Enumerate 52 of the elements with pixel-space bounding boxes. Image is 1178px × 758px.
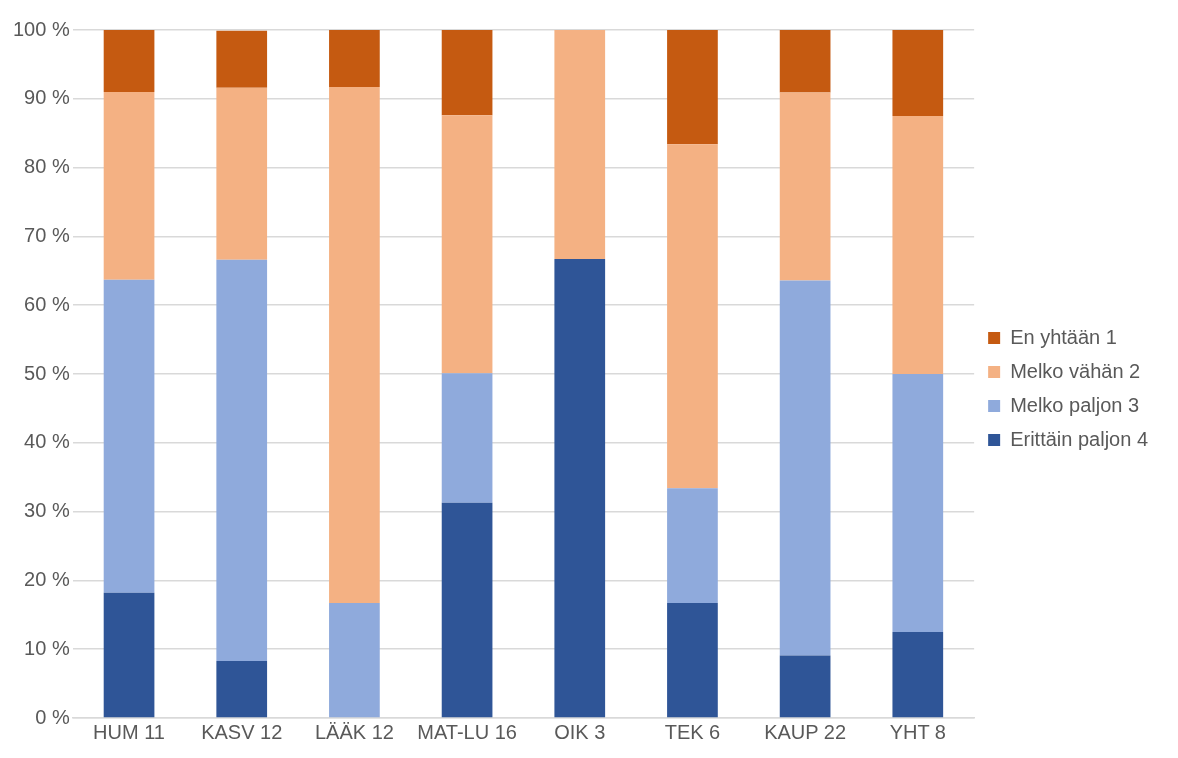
x-tick-label: KASV 12 bbox=[201, 720, 283, 743]
y-tick-label: 80 % bbox=[24, 155, 70, 178]
bar bbox=[779, 92, 831, 281]
x-tick-label: LÄÄK 12 bbox=[314, 720, 394, 743]
bar bbox=[441, 30, 493, 116]
legend-label: Erittäin paljon 4 bbox=[1010, 427, 1149, 450]
x-tick-label: YHT 8 bbox=[889, 720, 946, 743]
x-tick-label: TEK 6 bbox=[664, 720, 721, 743]
y-tick-label: 50 % bbox=[24, 361, 70, 384]
x-tick-label: HUM 11 bbox=[93, 720, 165, 743]
bar bbox=[892, 30, 944, 116]
bar bbox=[441, 115, 493, 374]
x-tick-label: KAUP 22 bbox=[764, 720, 847, 743]
bar bbox=[667, 603, 718, 718]
bar bbox=[667, 30, 718, 145]
bar bbox=[554, 30, 606, 260]
bar bbox=[103, 592, 155, 718]
bar bbox=[103, 279, 155, 593]
bar bbox=[329, 30, 380, 88]
bar bbox=[216, 259, 268, 661]
bar bbox=[329, 87, 380, 604]
bar bbox=[103, 91, 155, 280]
x-tick-label: MAT-LU 16 bbox=[417, 720, 517, 743]
bar bbox=[892, 374, 944, 632]
bar bbox=[779, 280, 831, 656]
bar bbox=[667, 488, 718, 604]
y-tick-label: 20 % bbox=[24, 567, 70, 590]
bar bbox=[216, 87, 268, 260]
bar bbox=[441, 502, 493, 718]
y-tick-label: 0 % bbox=[35, 705, 70, 728]
bar bbox=[329, 603, 380, 718]
bar bbox=[779, 655, 831, 718]
y-tick-label: 90 % bbox=[24, 86, 70, 109]
bar bbox=[554, 259, 606, 718]
bar bbox=[216, 30, 268, 88]
bar bbox=[216, 660, 268, 718]
bar bbox=[667, 144, 718, 489]
legend-label: Melko vähän 2 bbox=[1010, 359, 1141, 382]
bar bbox=[892, 632, 944, 718]
y-tick-label: 10 % bbox=[24, 636, 70, 659]
bar bbox=[892, 116, 944, 374]
bar bbox=[103, 30, 155, 92]
bar bbox=[779, 30, 831, 93]
y-tick-label: 40 % bbox=[24, 430, 70, 453]
y-tick-label: 100 % bbox=[12, 17, 70, 40]
y-tick-label: 70 % bbox=[24, 223, 70, 246]
y-tick-label: 30 % bbox=[24, 499, 70, 522]
x-tick-label: OIK 3 bbox=[554, 720, 606, 743]
legend-label: Melko paljon 3 bbox=[1010, 393, 1140, 416]
bar bbox=[441, 373, 493, 503]
legend-label: En yhtään 1 bbox=[1010, 325, 1117, 348]
y-tick-label: 60 % bbox=[24, 292, 70, 315]
